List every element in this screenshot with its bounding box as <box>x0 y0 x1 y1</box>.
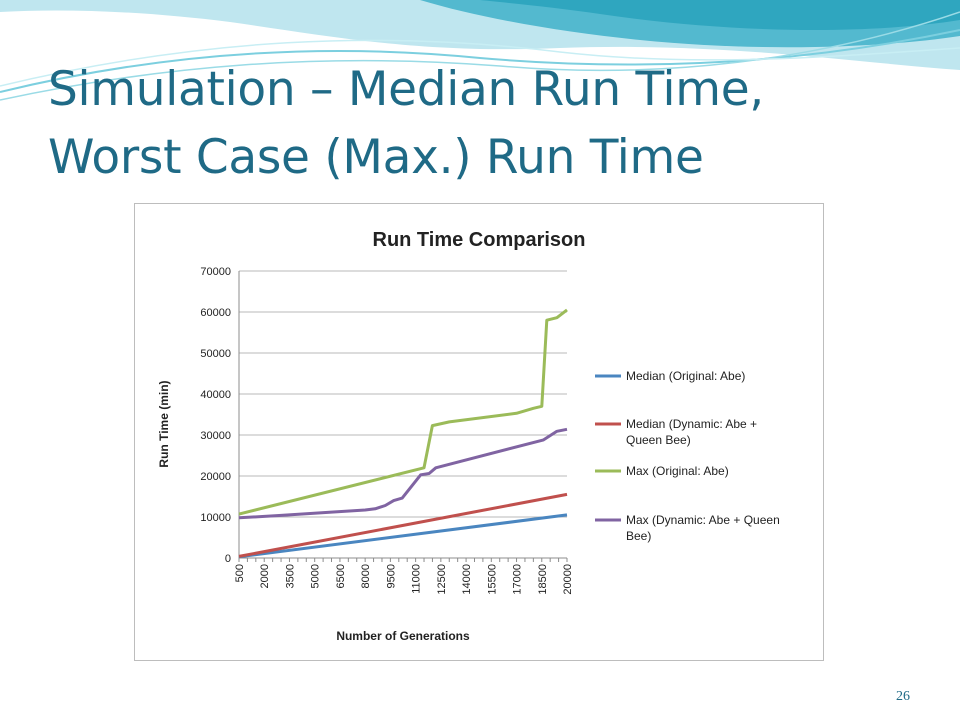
slide-title-line-1: Simulation – Median Run Time, <box>48 62 764 117</box>
decorative-wave-header <box>0 0 960 101</box>
y-tick-label: 10000 <box>200 512 231 524</box>
x-tick-label: 17000 <box>512 564 524 595</box>
legend-label-3: Max (Original: Abe) <box>626 464 729 478</box>
series-line-2 <box>238 492 568 558</box>
x-tick-label: 500 <box>234 564 246 582</box>
y-tick-label: 0 <box>225 553 231 565</box>
y-tick-label: 60000 <box>200 307 231 319</box>
y-tick-label: 70000 <box>200 266 231 278</box>
x-tick-label: 8000 <box>360 564 372 588</box>
legend-label-2: Median (Dynamic: Abe + Queen Bee) <box>626 417 757 447</box>
axes: 0 10000 20000 30000 40000 50000 60000 70000 500 2… <box>200 266 574 595</box>
x-tick-label: 15500 <box>486 564 498 595</box>
legend: Median (Original: Abe) Median (Dynamic: A… <box>595 369 780 543</box>
x-tick-label: 11000 <box>411 564 423 594</box>
chart-container: Run Time Comparison Number of Generation… <box>134 203 824 661</box>
y-tick-label: 40000 <box>200 389 231 401</box>
slide-title-line-2: Worst Case (Max.) Run Time <box>48 130 704 185</box>
x-tick-label: 14000 <box>461 564 473 595</box>
x-axis-label: Number of Generations <box>336 629 470 643</box>
x-tick-label: 2000 <box>259 564 271 588</box>
y-tick-label: 20000 <box>200 471 231 483</box>
x-tick-label: 20000 <box>562 564 574 595</box>
y-tick-label: 50000 <box>200 348 231 360</box>
slide-title: Simulation – Median Run Time, Worst Case… <box>48 56 928 192</box>
legend-label-4: Max (Dynamic: Abe + Queen Bee) <box>626 513 780 543</box>
y-tick-label: 30000 <box>200 430 231 442</box>
series-line-1 <box>238 513 568 559</box>
x-tick-label: 18500 <box>537 564 549 595</box>
series-lines <box>238 308 568 559</box>
x-tick-label: 12500 <box>436 564 448 595</box>
y-axis-label: Run Time (min) <box>157 380 171 467</box>
chart-title: Run Time Comparison <box>373 229 586 251</box>
series-line-4 <box>238 427 568 520</box>
legend-label-1: Median (Original: Abe) <box>626 369 745 383</box>
series-line-3 <box>238 308 568 516</box>
x-tick-label: 9500 <box>385 564 397 588</box>
x-tick-label: 3500 <box>284 564 296 588</box>
run-time-chart: Run Time Comparison Number of Generation… <box>157 229 780 643</box>
x-tick-label: 5000 <box>310 564 322 588</box>
page-number: 26 <box>896 689 910 704</box>
x-tick-label: 6500 <box>335 564 347 588</box>
gridlines <box>239 270 567 559</box>
